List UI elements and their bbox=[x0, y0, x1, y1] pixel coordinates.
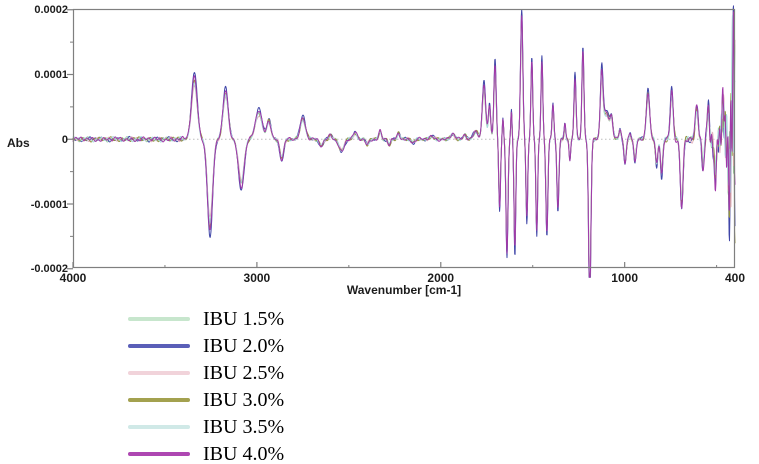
x-tick-label: 3000 bbox=[243, 271, 271, 285]
y-tick-label: 0.0001 bbox=[34, 69, 68, 81]
legend: IBU 1.5% IBU 2.0% IBU 2.5% IBU 3.0% IBU 3.5%… bbox=[128, 305, 284, 464]
legend-label: IBU 4.0% bbox=[203, 442, 285, 464]
x-tick-label: 4000 bbox=[59, 271, 87, 285]
legend-swatch-line bbox=[128, 316, 190, 321]
legend-label: IBU 3.0% bbox=[203, 388, 285, 411]
legend-item: IBU 2.5% bbox=[128, 359, 284, 386]
legend-item: IBU 3.0% bbox=[128, 386, 284, 413]
x-tick-label: 400 bbox=[724, 271, 746, 285]
legend-swatch-line bbox=[128, 451, 190, 456]
legend-label: IBU 2.0% bbox=[203, 334, 285, 357]
spectra-plot bbox=[67, 5, 736, 278]
legend-item: IBU 4.0% bbox=[128, 440, 284, 464]
x-axis-title: Wavenumber [cm-1] bbox=[346, 283, 462, 297]
y-tick-label: -0.0001 bbox=[30, 198, 68, 211]
legend-item: IBU 1.5% bbox=[128, 305, 284, 332]
series-line-ibu-2-0- bbox=[72, 5, 736, 278]
legend-swatch-line bbox=[128, 424, 190, 429]
series-line-ibu-4-0- bbox=[72, 11, 736, 278]
legend-swatch-line bbox=[128, 343, 190, 348]
series-line-ibu-3-5- bbox=[72, 15, 736, 278]
y-tick-label: 0.0002 bbox=[34, 4, 68, 17]
plot-frame bbox=[72, 8, 736, 269]
y-axis-title: Abs bbox=[7, 136, 30, 150]
legend-label: IBU 3.5% bbox=[203, 415, 285, 438]
legend-swatch-line bbox=[128, 397, 190, 402]
y-tick-label: -0.0002 bbox=[30, 263, 68, 276]
legend-swatch-line bbox=[128, 370, 190, 375]
x-tick-label: 2000 bbox=[427, 271, 455, 285]
legend-label: IBU 1.5% bbox=[203, 307, 285, 330]
legend-item: IBU 2.0% bbox=[128, 332, 284, 359]
legend-item: IBU 3.5% bbox=[128, 413, 284, 440]
series-line-ibu-3-0- bbox=[72, 21, 736, 278]
legend-label: IBU 2.5% bbox=[203, 361, 285, 384]
y-tick-label: 0 bbox=[61, 133, 68, 146]
x-tick-label: 1000 bbox=[611, 271, 638, 285]
